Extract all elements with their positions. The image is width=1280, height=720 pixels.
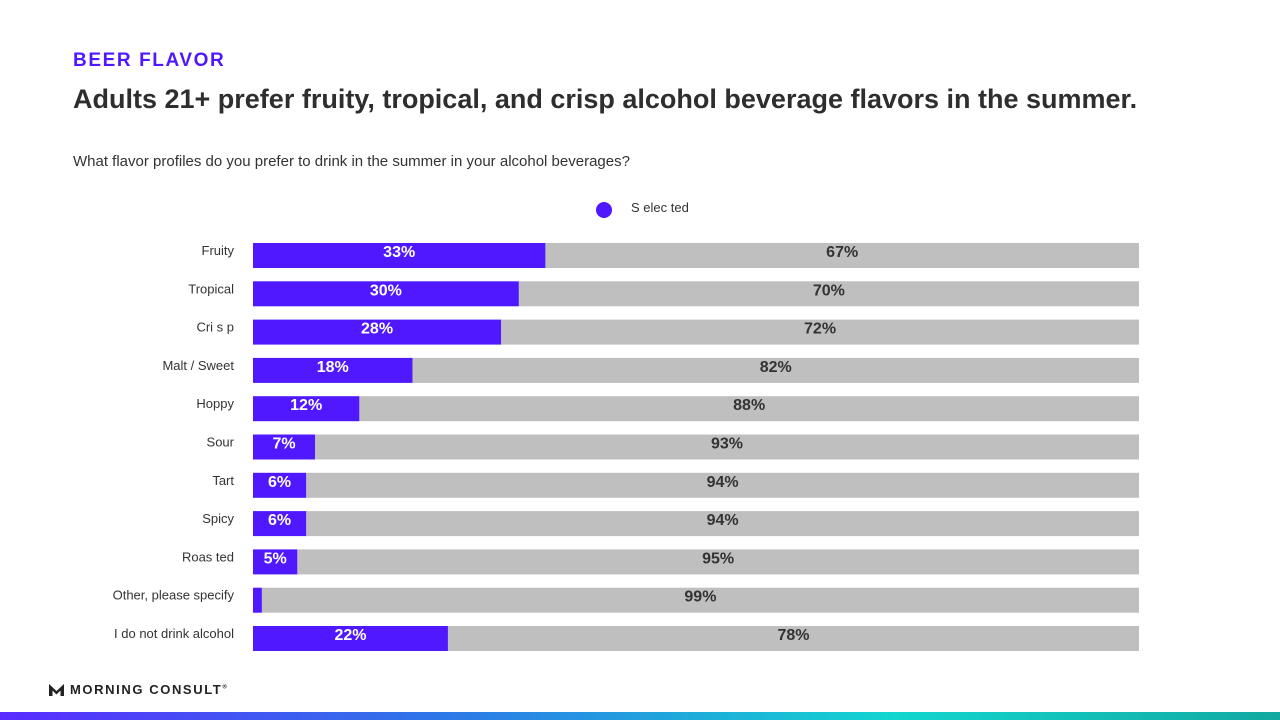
- data-label-selected: 22%: [334, 627, 366, 644]
- data-label-not-selected: 88%: [733, 397, 765, 414]
- category-label: Malt / Sweet: [162, 358, 234, 373]
- bar-selected: [253, 357, 413, 383]
- data-label-selected: 30%: [370, 282, 402, 299]
- category-label: Cri s p: [196, 320, 234, 335]
- data-label-selected: 33%: [383, 244, 415, 261]
- data-label-selected: 18%: [317, 359, 349, 376]
- bar-selected: [253, 472, 307, 498]
- bar-not-selected: [545, 243, 1139, 268]
- legend-swatch-selected: [596, 202, 612, 218]
- bar-not-selected: [306, 511, 1139, 537]
- bar-not-selected: [297, 549, 1139, 575]
- bar-not-selected: [518, 281, 1139, 307]
- category-label: Sour: [207, 435, 235, 450]
- bar-selected: [253, 281, 519, 307]
- data-label-selected: 28%: [361, 321, 393, 338]
- data-label-selected: 7%: [272, 436, 295, 453]
- data-label-not-selected: 72%: [804, 321, 836, 338]
- data-label-not-selected: 82%: [760, 359, 792, 376]
- eyebrow: BEER FLAVOR: [73, 50, 226, 71]
- category-label: Tart: [212, 473, 234, 488]
- footer-brand: MORNING CONSULT®: [70, 682, 227, 697]
- bar-selected: [253, 511, 307, 537]
- category-label: Roas ted: [182, 549, 234, 564]
- bar-selected: [253, 243, 546, 268]
- bar-not-selected: [261, 587, 1139, 613]
- legend-label-selected: S elec ted: [631, 199, 689, 215]
- data-label-not-selected: 67%: [826, 244, 858, 261]
- bar-not-selected: [306, 472, 1139, 498]
- data-label-not-selected: 70%: [813, 282, 845, 299]
- data-label-not-selected: 94%: [707, 474, 739, 491]
- category-label: Spicy: [202, 511, 234, 526]
- data-label-selected: 5%: [264, 550, 287, 567]
- bar-not-selected: [315, 434, 1139, 460]
- data-label-not-selected: 95%: [702, 550, 734, 567]
- category-label: I do not drink alcohol: [114, 626, 234, 641]
- data-label-not-selected: 78%: [777, 627, 809, 644]
- data-label-selected: 6%: [268, 474, 291, 491]
- page-title: Adults 21+ prefer fruity, tropical, and …: [73, 84, 1138, 114]
- category-label: Hoppy: [196, 396, 234, 411]
- bar-not-selected: [501, 319, 1140, 345]
- bar-selected: [253, 319, 502, 345]
- category-label: Tropical: [188, 281, 234, 296]
- data-label-not-selected: 99%: [684, 589, 716, 606]
- morning-consult-logo-icon: [49, 684, 64, 696]
- bar-not-selected: [359, 396, 1139, 422]
- bar-not-selected: [412, 357, 1140, 383]
- bar-selected: [253, 626, 448, 651]
- legend: S elec ted: [596, 197, 689, 218]
- bar-not-selected: [447, 626, 1139, 651]
- bar-selected: [253, 396, 360, 422]
- bar-selected: [253, 587, 262, 613]
- data-label-selected: 12%: [290, 397, 322, 414]
- data-label-not-selected: 93%: [711, 436, 743, 453]
- bottom-gradient-bar: [0, 712, 1280, 720]
- bar-selected: [253, 549, 298, 575]
- bar-selected: [253, 434, 316, 460]
- category-label: Other, please specify: [113, 588, 235, 603]
- footer-logo: MORNING CONSULT®: [49, 682, 227, 697]
- data-label-selected: 6%: [268, 512, 291, 529]
- question-text: What flavor profiles do you prefer to dr…: [73, 153, 630, 170]
- data-label-not-selected: 94%: [707, 512, 739, 529]
- category-label: Fruity: [202, 243, 235, 258]
